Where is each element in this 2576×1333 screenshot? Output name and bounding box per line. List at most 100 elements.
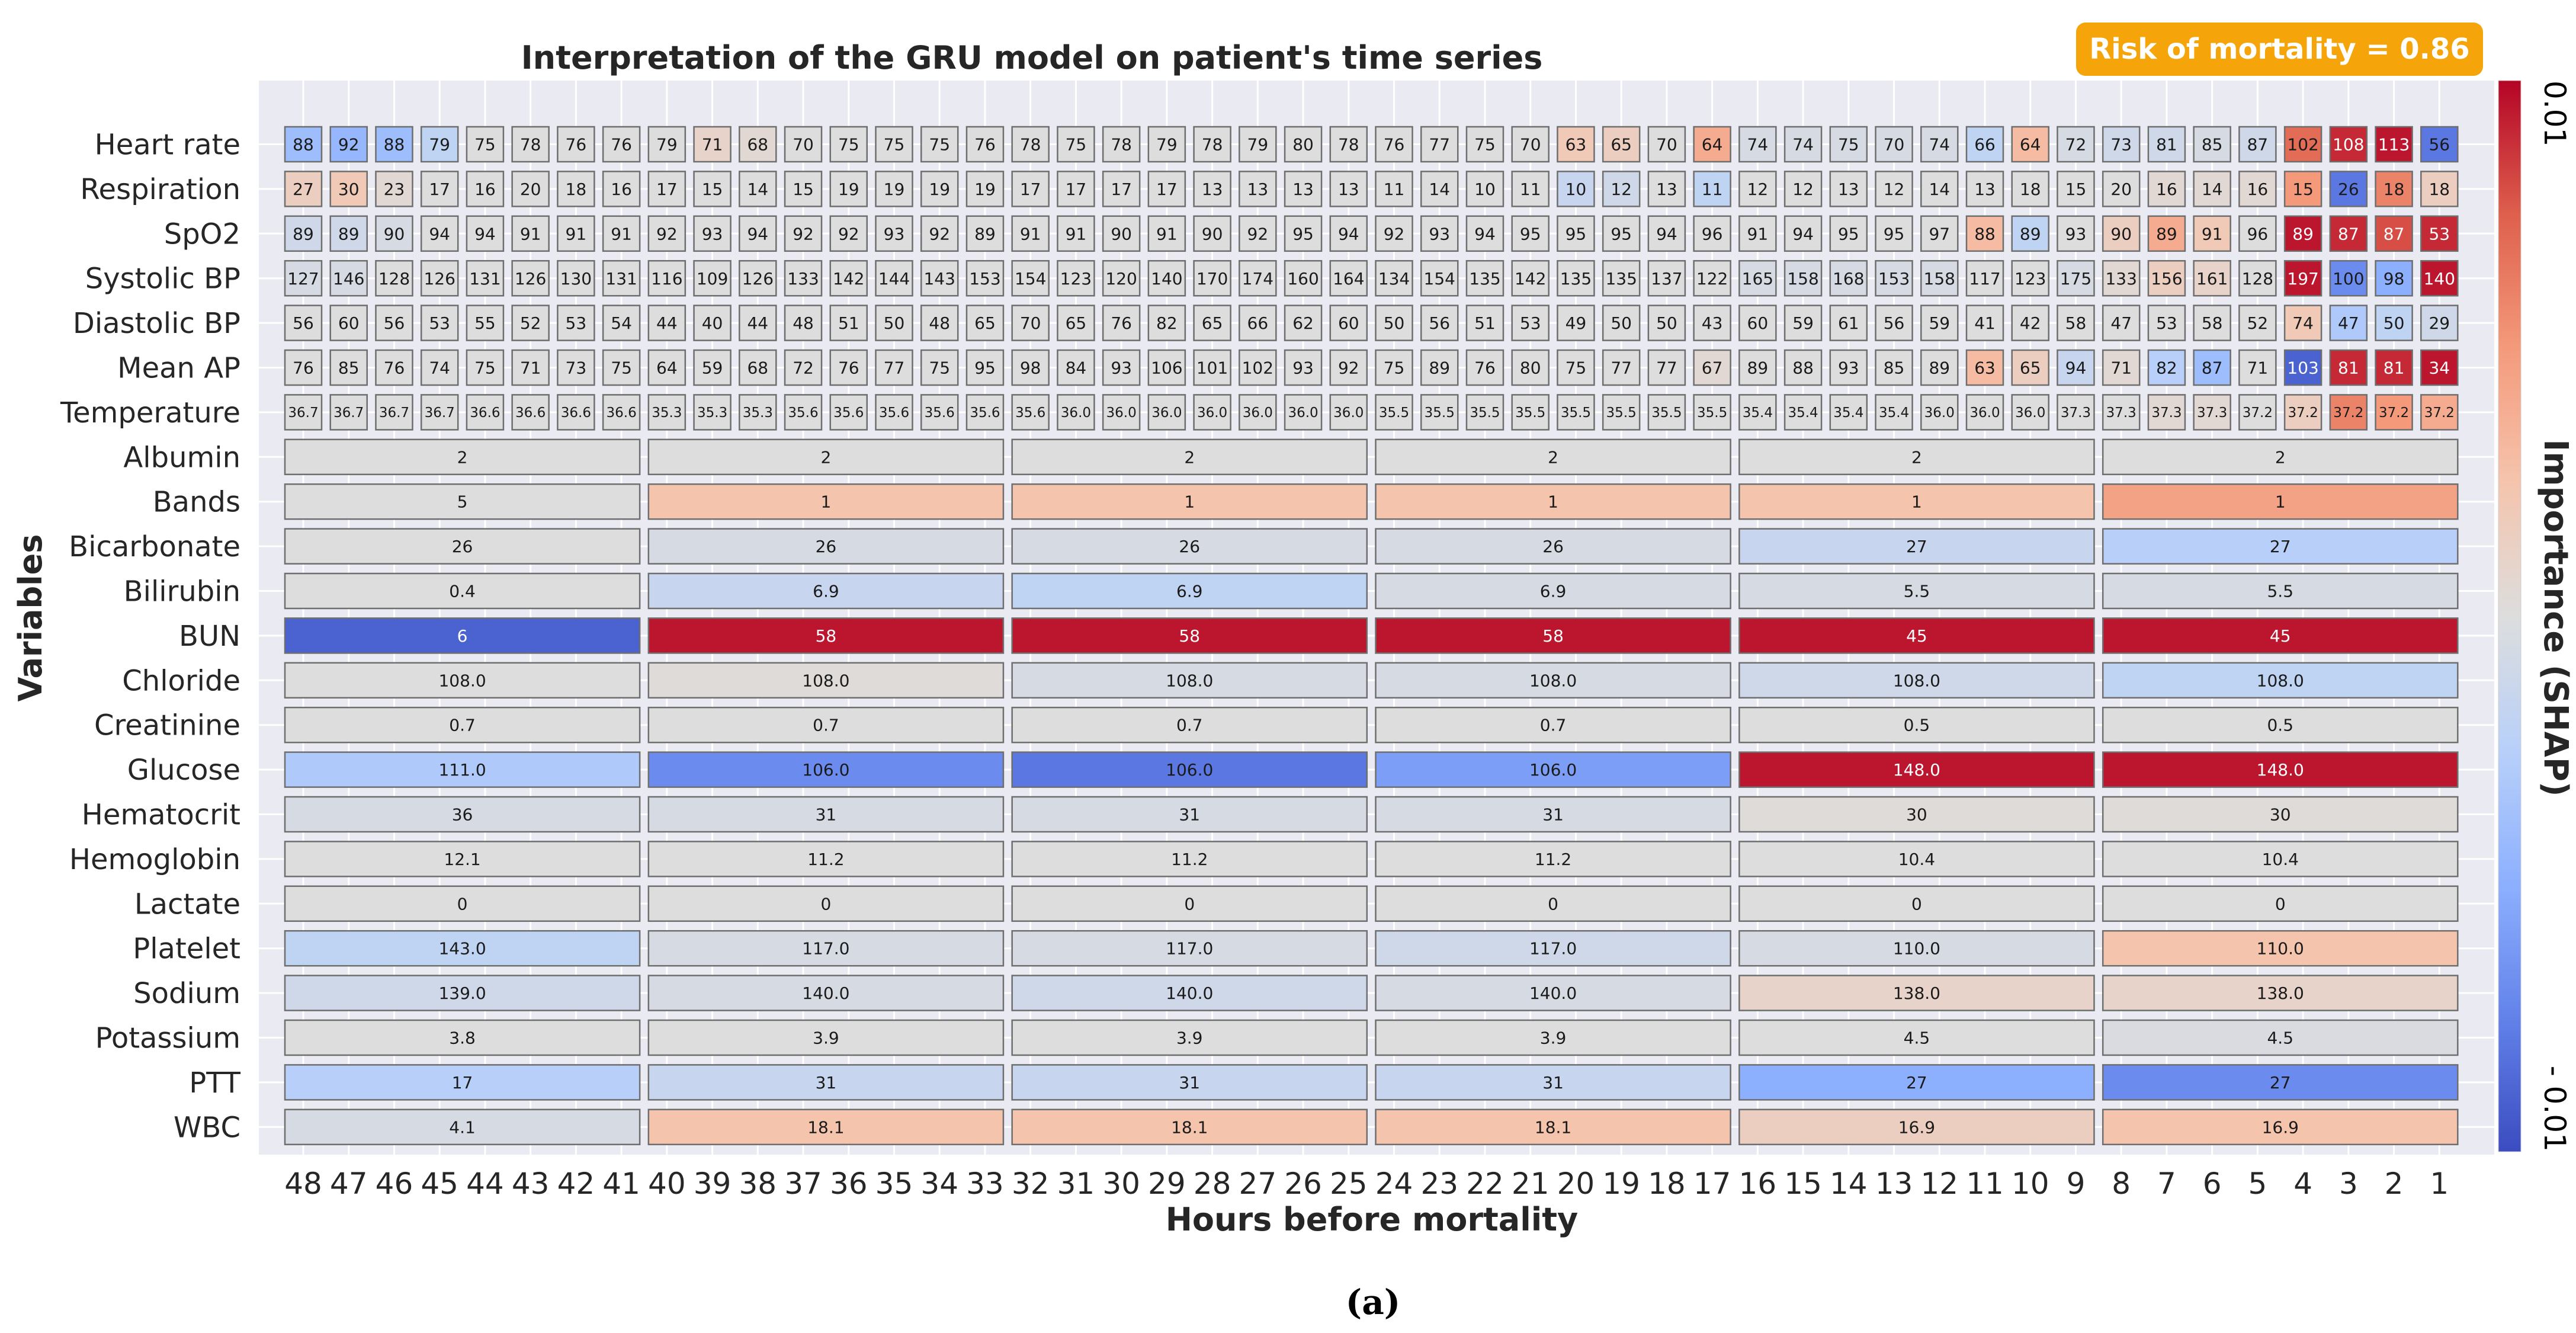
cell-value-label: 160	[1287, 269, 1319, 289]
cell-value-label: 94	[1338, 224, 1359, 243]
cell-value-label: 76	[1474, 358, 1496, 378]
cell-value-label: 31	[816, 1073, 837, 1092]
heatmap-cell	[329, 394, 368, 431]
cell-value-label: 92	[656, 224, 678, 243]
cell-value-label: 85	[338, 358, 360, 378]
cell-value-label: 128	[2242, 269, 2273, 289]
cell-value-label: 158	[1787, 269, 1818, 289]
heatmap-cell-lab	[284, 885, 641, 922]
heatmap-cell	[693, 259, 732, 297]
x-tick-label: 36	[830, 1167, 868, 1201]
heatmap-cell	[1829, 126, 1868, 163]
heatmap-cell	[1829, 394, 1868, 431]
cell-value-label: 12	[1792, 180, 1814, 199]
cell-value-label: 53	[1520, 313, 1541, 333]
heatmap-cell	[2329, 171, 2368, 207]
cell-value-label: 106.0	[802, 760, 849, 780]
heatmap-cell	[2238, 259, 2277, 297]
heatmap-cell	[1284, 305, 1323, 341]
cell-value-label: 17	[1020, 180, 1041, 199]
heatmap-cell	[965, 394, 1005, 431]
heatmap-cell-lab	[1738, 438, 2095, 476]
heatmap-cell	[1193, 349, 1231, 386]
heatmap-cell	[1738, 171, 1777, 207]
heatmap-cell	[1738, 126, 1777, 163]
heatmap-cell-lab	[1738, 1108, 2095, 1146]
heatmap-cell	[1465, 171, 1504, 207]
cell-value-label: 27	[1906, 1073, 1927, 1092]
heatmap-cell-lab	[1375, 885, 1731, 922]
heatmap-cell	[1738, 305, 1777, 341]
cell-value-label: 36.0	[1969, 405, 2000, 421]
heatmap-cell-lab	[1375, 438, 1731, 476]
cell-value-label: 78	[520, 135, 541, 155]
heatmap-cell	[2147, 171, 2186, 207]
heatmap-cell	[1011, 126, 1050, 163]
heatmap-cell	[875, 394, 913, 431]
cell-value-label: 19	[929, 180, 950, 199]
heatmap-cell	[329, 126, 368, 163]
cell-value-label: 35.5	[1697, 405, 1727, 421]
cell-value-label: 76	[1111, 313, 1132, 333]
heatmap-cell-lab	[647, 751, 1005, 788]
x-tick-label: 2	[2385, 1167, 2404, 1201]
cell-value-label: 36.0	[1243, 405, 1273, 421]
cell-value-label: 64	[2020, 135, 2041, 155]
cell-value-label: 93	[1429, 224, 1450, 243]
cell-value-label: 6.9	[1176, 582, 1203, 601]
cell-value-label: 137	[1651, 269, 1682, 289]
heatmap-cell	[1147, 126, 1186, 163]
cell-value-label: 91	[520, 224, 541, 243]
cell-value-label: 92	[793, 224, 814, 243]
heatmap-cell	[1738, 394, 1777, 431]
heatmap-cell	[1602, 126, 1641, 163]
cell-value-label: 31	[1179, 805, 1200, 825]
cell-value-label: 142	[833, 269, 864, 289]
heatmap-cell	[1193, 126, 1231, 163]
cell-value-label: 89	[2292, 224, 2314, 243]
cell-value-label: 37.2	[2288, 405, 2318, 421]
cell-value-label: 47	[2110, 313, 2132, 333]
heatmap-cell	[2329, 394, 2368, 431]
heatmap-cell	[2057, 126, 2095, 163]
heatmap-cell-lab	[2102, 572, 2459, 610]
heatmap-cell	[557, 305, 595, 341]
cell-value-label: 4.5	[1904, 1028, 1930, 1048]
heatmap-cell-lab	[2102, 1108, 2459, 1146]
cell-value-label: 29	[2429, 313, 2450, 333]
heatmap-cell-lab	[2102, 796, 2459, 833]
cell-value-label: 35.3	[743, 405, 773, 421]
heatmap-cell	[1965, 215, 2004, 252]
cell-value-label: 36.7	[379, 405, 409, 421]
heatmap-cell	[1375, 394, 1413, 431]
heatmap-cell	[2238, 126, 2277, 163]
heatmap-cell-lab	[1738, 662, 2095, 699]
heatmap-cell	[1239, 305, 1277, 341]
heatmap-cell	[1239, 126, 1277, 163]
heatmap-cell	[511, 126, 550, 163]
heatmap-cell	[693, 305, 732, 341]
cell-value-label: 43	[1702, 313, 1723, 333]
heatmap-cell	[829, 259, 868, 297]
heatmap-cell	[1011, 215, 1050, 252]
cell-value-label: 42	[2020, 313, 2041, 333]
heatmap-cell	[920, 305, 959, 341]
cell-value-label: 131	[605, 269, 637, 289]
cell-value-label: 74	[2292, 313, 2314, 333]
cell-value-label: 65	[1066, 313, 1087, 333]
cell-value-label: 133	[787, 269, 819, 289]
heatmap-cell	[920, 259, 959, 297]
cell-value-label: 11.2	[1535, 850, 1571, 869]
cell-value-label: 75	[838, 135, 859, 155]
heatmap-cell	[1329, 259, 1368, 297]
cell-value-label: 48	[793, 313, 814, 333]
heatmap-cell	[2057, 171, 2095, 207]
heatmap-cell	[1465, 394, 1504, 431]
cell-value-label: 15	[793, 180, 814, 199]
x-tick-label: 4	[2293, 1167, 2312, 1201]
cell-value-label: 58	[1179, 626, 1200, 646]
cell-value-label: 140.0	[802, 983, 849, 1003]
cell-value-label: 75	[1838, 135, 1859, 155]
cell-value-label: 52	[2247, 313, 2269, 333]
